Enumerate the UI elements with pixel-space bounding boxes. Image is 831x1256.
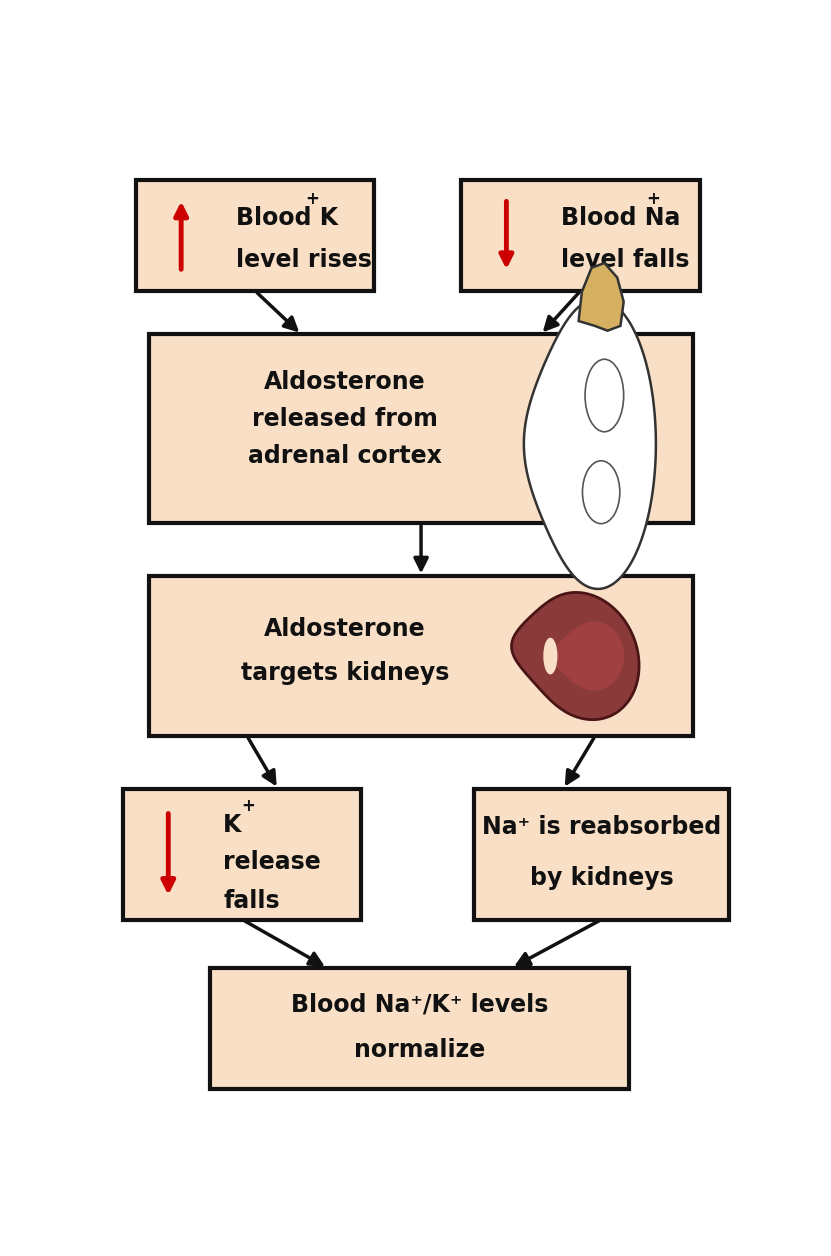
Text: Na⁺ is reabsorbed: Na⁺ is reabsorbed	[482, 815, 721, 839]
Ellipse shape	[585, 359, 624, 432]
Polygon shape	[512, 593, 639, 720]
Text: targets kidneys: targets kidneys	[241, 662, 449, 686]
FancyBboxPatch shape	[461, 180, 700, 291]
Text: normalize: normalize	[354, 1037, 485, 1061]
Text: level falls: level falls	[561, 247, 690, 271]
FancyBboxPatch shape	[149, 334, 693, 522]
FancyBboxPatch shape	[123, 789, 361, 919]
Text: Aldosterone: Aldosterone	[264, 617, 425, 641]
Text: K: K	[223, 814, 241, 838]
FancyBboxPatch shape	[149, 577, 693, 736]
Text: released from: released from	[252, 407, 438, 431]
Text: +: +	[241, 798, 255, 815]
Polygon shape	[553, 622, 624, 691]
Polygon shape	[524, 299, 656, 589]
Text: release: release	[223, 850, 321, 874]
Text: +: +	[647, 190, 660, 207]
Text: +: +	[305, 190, 318, 207]
Text: level rises: level rises	[236, 247, 371, 271]
Ellipse shape	[583, 461, 620, 524]
Text: Blood Na: Blood Na	[561, 206, 681, 230]
FancyBboxPatch shape	[136, 180, 374, 291]
Text: adrenal cortex: adrenal cortex	[248, 443, 442, 467]
FancyBboxPatch shape	[475, 789, 729, 919]
Text: by kidneys: by kidneys	[529, 867, 673, 891]
Polygon shape	[578, 263, 624, 330]
Ellipse shape	[543, 638, 558, 674]
Text: Aldosterone: Aldosterone	[264, 371, 425, 394]
Text: Blood K: Blood K	[236, 206, 338, 230]
Text: Blood Na⁺/K⁺ levels: Blood Na⁺/K⁺ levels	[291, 992, 548, 1016]
FancyBboxPatch shape	[210, 968, 629, 1089]
Text: falls: falls	[223, 889, 280, 913]
